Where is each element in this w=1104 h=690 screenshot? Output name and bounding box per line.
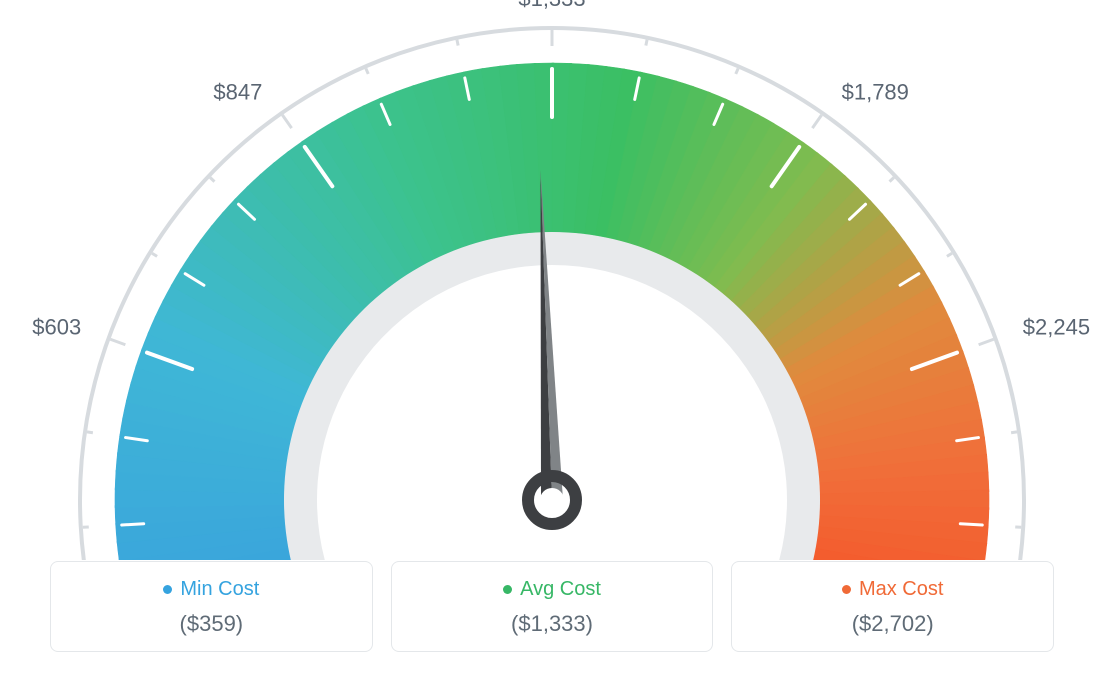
legend-value-max: ($2,702) [732,611,1053,637]
legend-value-avg: ($1,333) [392,611,713,637]
svg-text:$603: $603 [32,314,81,339]
dot-icon [163,585,172,594]
gauge-chart: $359$603$847$1,333$1,789$2,245$2,702 [0,0,1104,560]
legend-label-max: Max Cost [859,578,943,601]
chart-root: $359$603$847$1,333$1,789$2,245$2,702 Min… [0,0,1104,690]
dot-icon [503,585,512,594]
svg-text:$1,789: $1,789 [842,80,909,105]
legend-row: Min Cost ($359) Avg Cost ($1,333) Max Co… [50,561,1054,652]
svg-text:$1,333: $1,333 [518,0,585,11]
svg-text:$847: $847 [213,80,262,105]
legend-label-avg: Avg Cost [520,578,601,601]
legend-card-min: Min Cost ($359) [50,561,373,652]
legend-label-min: Min Cost [180,578,259,601]
svg-text:$2,245: $2,245 [1023,314,1090,339]
legend-card-avg: Avg Cost ($1,333) [391,561,714,652]
legend-card-max: Max Cost ($2,702) [731,561,1054,652]
legend-value-min: ($359) [51,611,372,637]
dot-icon [842,585,851,594]
